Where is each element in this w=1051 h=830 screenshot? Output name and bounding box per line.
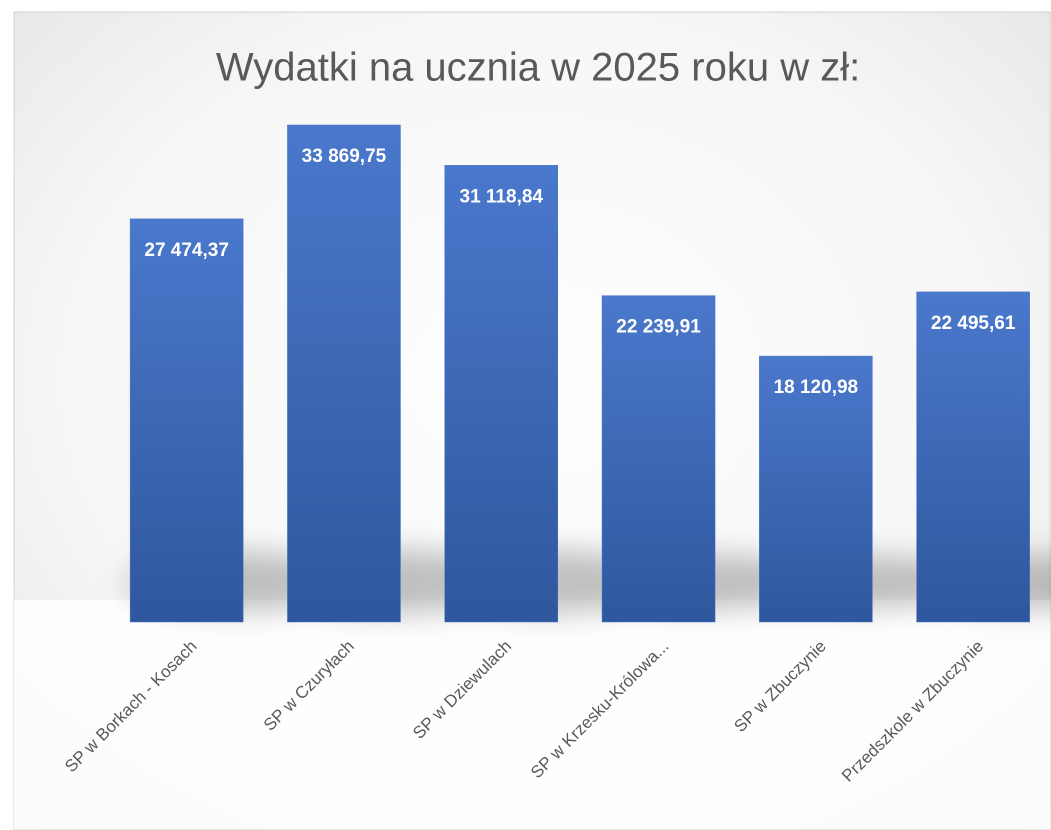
bar xyxy=(916,291,1030,623)
bar xyxy=(759,355,873,623)
bar xyxy=(129,218,244,623)
data-label: 22 239,91 xyxy=(616,317,701,338)
chart-title: Wydatki na ucznia w 2025 roku w zł: xyxy=(216,46,860,90)
data-label: 33 869,75 xyxy=(302,146,387,167)
data-label: 18 120,98 xyxy=(774,377,859,398)
bar xyxy=(287,124,401,623)
data-label: 27 474,37 xyxy=(144,240,229,261)
data-label: 22 495,61 xyxy=(931,313,1016,334)
bar xyxy=(444,165,558,623)
data-label: 31 118,84 xyxy=(460,186,544,207)
bar xyxy=(601,295,716,623)
floor xyxy=(14,600,1050,829)
shadows xyxy=(126,549,1051,615)
